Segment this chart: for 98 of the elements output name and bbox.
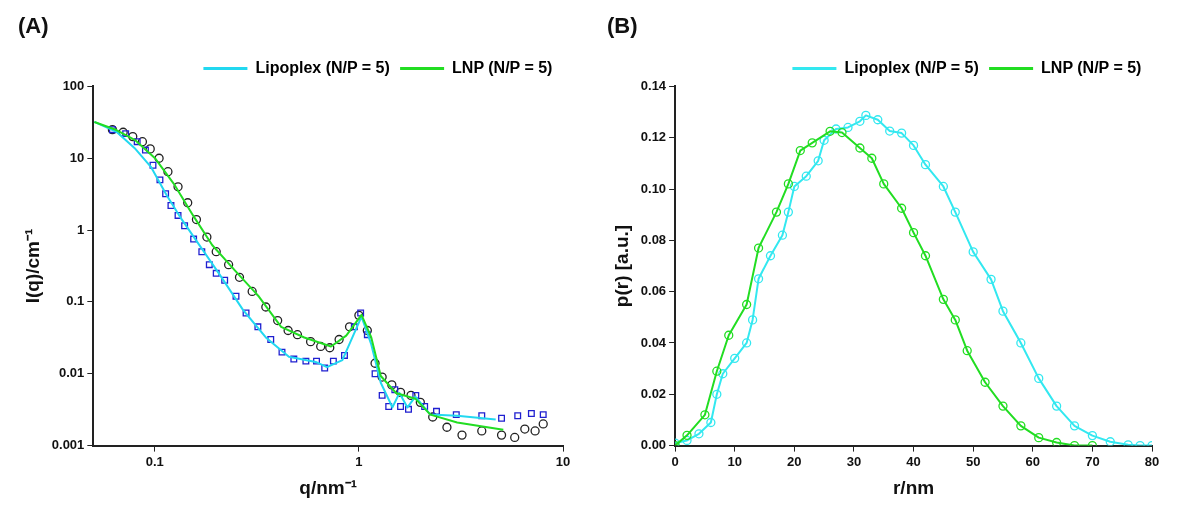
- point: [986, 274, 996, 284]
- x-tick-label: 0.1: [145, 453, 164, 469]
- point: [700, 410, 710, 420]
- y-tick-label: 10: [69, 149, 85, 165]
- point: [777, 230, 788, 240]
- point: [795, 145, 805, 156]
- chart-title: (B): [607, 13, 638, 39]
- x-tick-label: 10: [555, 453, 571, 469]
- y-tick-label: 0.1: [66, 293, 85, 309]
- point: [741, 299, 752, 310]
- point: [789, 181, 799, 192]
- y-tick-label: 1: [77, 221, 85, 237]
- point: [718, 369, 728, 379]
- point: [1034, 373, 1044, 384]
- point: [938, 181, 949, 192]
- point: [938, 294, 949, 304]
- point: [813, 156, 823, 166]
- point: [765, 251, 776, 261]
- point: [783, 179, 794, 189]
- point: [682, 430, 692, 440]
- point: [694, 429, 704, 439]
- point: [908, 228, 919, 238]
- point: [962, 346, 972, 356]
- point: [807, 138, 817, 148]
- point: [682, 435, 692, 446]
- point: [896, 203, 907, 213]
- point: [825, 126, 835, 136]
- legend-label: LNP (N/P = 5): [452, 58, 553, 76]
- y-axis-title: I(q)/cm⁻¹: [21, 228, 43, 304]
- legend-label: Lipoplex (N/P = 5): [844, 58, 979, 76]
- x-tick-label: 60: [1025, 453, 1041, 469]
- legend-label: Lipoplex (N/P = 5): [255, 58, 390, 76]
- point: [861, 110, 871, 121]
- point: [712, 366, 722, 376]
- point: [1087, 430, 1098, 441]
- y-axis-title: p(r) [a.u.]: [610, 224, 632, 308]
- x-axis-title: r/nm: [892, 476, 935, 498]
- y-tick-label: 0.06: [640, 283, 667, 299]
- point: [724, 330, 734, 340]
- point: [753, 274, 764, 284]
- point: [998, 401, 1008, 411]
- x-tick-label: 80: [1144, 453, 1160, 469]
- point: [873, 115, 883, 125]
- point: [819, 135, 829, 145]
- point: [1105, 437, 1115, 446]
- y-tick-label: 0.08: [640, 231, 667, 247]
- x-tick-label: 1: [355, 453, 363, 469]
- point: [855, 116, 865, 126]
- y-tick-label: 0.001: [51, 437, 85, 453]
- x-axis-title: q/nm⁻¹: [299, 476, 358, 498]
- y-tick-label: 0.10: [640, 180, 667, 196]
- y-tick-label: 0.12: [640, 129, 667, 145]
- x-tick-label: 30: [846, 453, 862, 469]
- y-tick-label: 0.04: [640, 334, 667, 350]
- point: [706, 417, 716, 428]
- point: [950, 315, 960, 325]
- y-tick-label: 0.01: [59, 365, 85, 381]
- point: [730, 353, 740, 364]
- point: [968, 247, 978, 257]
- x-tick-label: 10: [727, 453, 742, 469]
- point: [1016, 421, 1026, 431]
- point: [747, 315, 758, 325]
- point: [950, 207, 960, 217]
- point: [783, 207, 794, 217]
- point: [920, 251, 931, 261]
- point: [980, 377, 990, 387]
- x-tick-label: 50: [965, 453, 981, 469]
- legend-label: LNP (N/P = 5): [1041, 58, 1142, 76]
- point: [741, 338, 752, 348]
- y-tick-label: 0.02: [640, 385, 667, 401]
- y-tick-label: 0.00: [640, 437, 667, 453]
- y-tick-label: 0.14: [640, 77, 667, 93]
- point: [837, 127, 847, 138]
- point: [1051, 437, 1062, 446]
- point: [753, 243, 764, 253]
- point: [843, 122, 853, 133]
- chart-title: (A): [18, 13, 49, 39]
- point: [867, 153, 877, 163]
- point: [920, 160, 931, 170]
- point: [1051, 401, 1062, 411]
- point: [712, 389, 722, 399]
- point: [855, 143, 865, 153]
- point: [801, 171, 811, 181]
- point: [885, 126, 895, 136]
- point: [1016, 338, 1026, 348]
- point: [896, 128, 907, 138]
- x-tick-label: 20: [787, 453, 802, 469]
- y-tick-label: 100: [62, 77, 85, 93]
- point: [1069, 421, 1080, 431]
- x-tick-label: 0: [671, 453, 679, 469]
- point: [771, 207, 782, 217]
- x-tick-label: 40: [906, 453, 921, 469]
- point: [998, 306, 1008, 316]
- point: [1034, 433, 1044, 443]
- x-tick-label: 70: [1085, 453, 1100, 469]
- point: [879, 179, 889, 189]
- point: [831, 124, 841, 134]
- point: [908, 140, 919, 151]
